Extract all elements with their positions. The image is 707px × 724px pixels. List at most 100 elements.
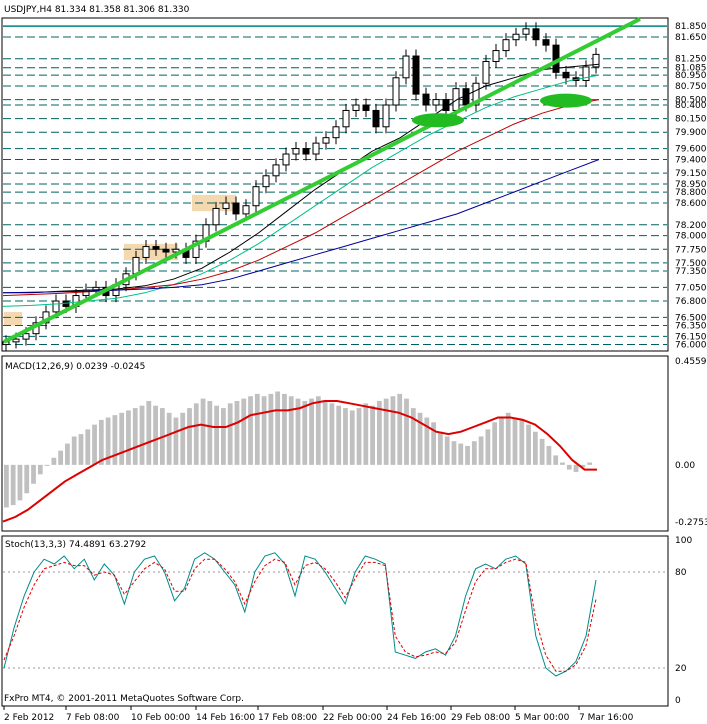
macd-hist-bar <box>4 464 9 508</box>
macd-hist-bar <box>370 405 375 465</box>
price-axis-label: 79.600 <box>675 145 707 155</box>
candle-body <box>222 202 230 209</box>
candle-body <box>402 55 410 79</box>
macd-panel-frame <box>1 355 669 532</box>
price-axis-label: 80.750 <box>675 82 707 92</box>
macd-hist-bar <box>458 443 464 465</box>
macd-hist-bar <box>268 393 274 465</box>
macd-hist-bar <box>275 391 281 465</box>
time-axis-label: 7 Mar 16:00 <box>579 713 634 723</box>
macd-hist-bar <box>180 412 186 465</box>
macd-hist-bar <box>505 412 511 465</box>
macd-hist-bar <box>343 408 348 465</box>
macd-hist-bar <box>282 393 287 465</box>
macd-hist-bar <box>166 412 172 465</box>
macd-hist-bar <box>58 450 64 465</box>
macd-hist-bar <box>363 403 369 465</box>
candle-body <box>542 39 550 46</box>
macd-hist-bar <box>187 408 192 465</box>
price-axis-label: 78.600 <box>675 199 707 209</box>
time-axis-label: 14 Feb 16:00 <box>196 713 255 723</box>
candle-body <box>562 71 570 79</box>
macd-hist-bar <box>153 405 158 465</box>
stoch-axis-label: 80 <box>675 568 687 578</box>
candle-body <box>312 142 320 155</box>
macd-hist-bar <box>65 443 70 465</box>
candle-body <box>492 50 500 62</box>
macd-hist-bar <box>261 396 267 465</box>
macd-hist-bar <box>519 419 525 465</box>
copyright-text: FxPro MT4, © 2001-2011 MetaQuotes Softwa… <box>4 694 244 704</box>
macd-hist-bar <box>31 464 36 484</box>
macd-hist-bar <box>397 393 403 465</box>
candle-body <box>262 175 270 188</box>
candle-body <box>522 28 530 35</box>
candle-body <box>142 246 150 258</box>
macd-hist-bar <box>85 429 91 465</box>
macd-hist-bar <box>214 405 220 465</box>
candle-body <box>362 104 370 111</box>
candle-body <box>412 55 420 95</box>
macd-axis-label: 0.00 <box>675 461 695 471</box>
macd-hist-bar <box>553 455 559 465</box>
time-axis-label: 24 Feb 16:00 <box>387 713 446 723</box>
price-axis-label: 80.500 <box>675 96 707 106</box>
support-ellipse <box>412 113 464 128</box>
time-axis-label: 17 Feb 08:00 <box>258 713 317 723</box>
candle-body <box>322 137 330 144</box>
stoch-axis-label: 0 <box>675 696 681 706</box>
stoch-panel-frame <box>1 535 669 707</box>
macd-hist-bar <box>532 431 538 465</box>
price-axis-label: 81.850 <box>675 22 707 32</box>
stoch-axis-label: 20 <box>675 664 687 674</box>
candle-body <box>52 300 60 313</box>
candle-body <box>592 53 600 68</box>
macd-hist-bar <box>37 464 43 475</box>
macd-hist-bar <box>404 398 409 465</box>
candle-body <box>532 28 540 41</box>
candle-body <box>432 99 440 106</box>
candle-body <box>472 82 480 106</box>
candle-body <box>232 202 240 215</box>
candle-body <box>242 205 250 215</box>
price-axis-label: 81.650 <box>675 33 707 43</box>
macd-hist-bar <box>17 464 23 501</box>
macd-hist-bar <box>451 441 457 465</box>
macd-hist-bar <box>329 403 335 465</box>
candle-body <box>22 333 30 340</box>
price-axis-label: 78.000 <box>675 232 707 242</box>
macd-hist-bar <box>248 396 253 465</box>
price-axis-label: 79.150 <box>675 169 707 179</box>
macd-title: MACD(12,26,9) 0.0239 -0.0245 <box>5 362 145 372</box>
macd-hist-bar <box>539 438 545 465</box>
price-axis-label: 76.350 <box>675 322 707 332</box>
candle-body <box>392 77 400 106</box>
macd-axis-label: -0.2753 <box>675 518 707 528</box>
price-axis-label: 76.000 <box>675 341 707 351</box>
price-axis-label: 80.950 <box>675 71 707 81</box>
macd-axis-label: 0.4559 <box>675 357 707 367</box>
candle-body <box>292 148 300 155</box>
time-axis-label: 22 Feb 00:00 <box>323 713 382 723</box>
macd-hist-bar <box>499 417 504 465</box>
macd-hist-bar <box>309 398 314 465</box>
candle-body <box>152 246 160 250</box>
macd-hist-bar <box>112 415 118 465</box>
price-axis-label: 79.400 <box>675 155 707 165</box>
candle-body <box>512 33 520 41</box>
support-ellipse <box>540 93 592 108</box>
macd-hist-bar <box>478 436 484 465</box>
price-axis-label: 78.950 <box>675 180 707 190</box>
candle-body <box>172 248 180 253</box>
macd-hist-bar <box>173 417 179 465</box>
macd-panel <box>2 391 597 523</box>
macd-hist-bar <box>424 417 430 465</box>
macd-hist-bar <box>105 417 111 465</box>
macd-hist-bar <box>336 405 342 465</box>
candle-body <box>302 148 310 155</box>
macd-hist-bar <box>438 431 443 465</box>
macd-hist-bar <box>254 393 260 465</box>
main-title: USDJPY,H4 81.334 81.358 81.306 81.330 <box>4 5 190 15</box>
